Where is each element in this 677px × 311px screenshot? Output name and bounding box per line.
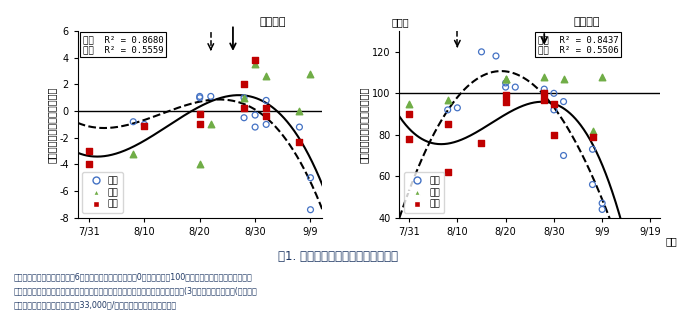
Point: [238, 115, 249, 120]
Point: [194, 95, 205, 100]
Point: [83, 149, 94, 154]
Point: [500, 93, 511, 98]
Text: 低温  R² = 0.8680
高温  R² = 0.5559: 低温 R² = 0.8680 高温 R² = 0.5559: [83, 35, 163, 54]
Point: [491, 53, 502, 58]
Point: [194, 122, 205, 127]
Point: [83, 162, 94, 167]
Point: [261, 74, 271, 79]
Text: （％）: （％）: [391, 17, 409, 27]
Legend: 低温, 平温, 高温: 低温, 平温, 高温: [404, 172, 445, 213]
Point: [128, 151, 139, 156]
Point: [596, 201, 607, 206]
Point: [539, 91, 550, 96]
Point: [548, 101, 559, 106]
Legend: 低温, 平温, 高温: 低温, 平温, 高温: [83, 172, 123, 213]
Point: [548, 132, 559, 137]
Point: [261, 114, 271, 119]
Point: [403, 137, 414, 142]
Point: [442, 97, 453, 102]
Point: [238, 95, 249, 100]
Point: [500, 76, 511, 81]
Point: [305, 207, 316, 212]
Point: [587, 134, 598, 139]
Point: [500, 81, 511, 86]
Point: [205, 94, 216, 99]
Point: [250, 58, 261, 63]
Text: 図1. 出穂期と品質および収量の関係: 図1. 出穂期と品質および収量の関係: [278, 250, 399, 263]
Point: [539, 91, 550, 96]
Point: [476, 49, 487, 54]
Point: [452, 105, 463, 110]
Point: [294, 139, 305, 144]
Point: [261, 98, 271, 103]
Point: [305, 71, 316, 76]
Point: [238, 106, 249, 111]
Point: [139, 122, 150, 127]
Text: （収量）: （収量）: [574, 17, 600, 27]
Point: [548, 107, 559, 112]
Point: [403, 112, 414, 117]
Point: [305, 175, 316, 180]
Y-axis label: 従来の適期移植区との収量比: 従来の適期移植区との収量比: [359, 86, 369, 163]
Point: [476, 141, 487, 146]
Point: [558, 153, 569, 158]
Point: [500, 76, 511, 81]
Text: 注）各作期試験毎に，品質は6月中旬植え区の検査等級を0とし，収量は100として，他の移植時期区との差: 注）各作期試験毎に，品質は6月中旬植え区の検査等級を0とし，収量は100として，…: [14, 272, 253, 281]
Point: [442, 122, 453, 127]
Point: [539, 87, 550, 92]
Point: [548, 91, 559, 96]
Point: [442, 169, 453, 174]
Point: [194, 162, 205, 167]
Point: [294, 125, 305, 130]
Text: 低温  R² = 0.8437
高温  R² = 0.5506: 低温 R² = 0.8437 高温 R² = 0.5506: [538, 35, 618, 54]
Point: [250, 113, 261, 118]
Point: [558, 99, 569, 104]
Point: [403, 101, 414, 106]
Point: [238, 82, 249, 87]
Point: [587, 182, 598, 187]
Point: [587, 128, 598, 133]
Point: [500, 85, 511, 90]
Point: [194, 94, 205, 99]
Point: [596, 207, 607, 212]
Point: [205, 122, 216, 127]
Text: 示す。品質や収量低下の少ない33,000粒/㎡以下の試験区のみを表示。: 示す。品質や収量低下の少ない33,000粒/㎡以下の試験区のみを表示。: [14, 300, 177, 309]
Point: [442, 107, 453, 112]
Y-axis label: 従来の適期移植区との品質差: 従来の適期移植区との品質差: [46, 86, 56, 163]
Point: [261, 106, 271, 111]
Point: [250, 62, 261, 67]
Text: （品質）: （品質）: [259, 17, 286, 27]
Point: [294, 109, 305, 114]
Point: [194, 111, 205, 116]
Point: [500, 99, 511, 104]
Point: [596, 74, 607, 79]
Text: （比）を出穂期との関係で示した。点線は低温の時，実線は高温の時の回帰曲線(3次）とそのピーク値(矢印）を: （比）を出穂期との関係で示した。点線は低温の時，実線は高温の時の回帰曲線(3次）…: [14, 286, 257, 295]
Text: 出穂期: 出穂期: [665, 236, 677, 246]
Point: [238, 95, 249, 100]
Point: [539, 97, 550, 102]
Point: [139, 123, 150, 128]
Point: [539, 74, 550, 79]
Point: [587, 147, 598, 152]
Point: [128, 119, 139, 124]
Point: [510, 85, 521, 90]
Point: [250, 125, 261, 130]
Point: [261, 122, 271, 127]
Point: [558, 76, 569, 81]
